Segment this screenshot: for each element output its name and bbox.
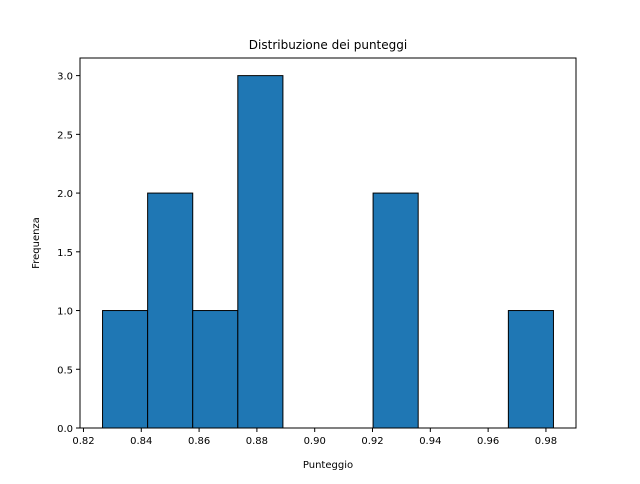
y-tick-label: 2.5 <box>57 130 73 141</box>
plot-frame <box>79 57 577 429</box>
x-tick-label: 0.86 <box>188 436 210 447</box>
y-tick-label: 1.0 <box>57 307 73 318</box>
x-tick-label: 0.96 <box>477 436 499 447</box>
chart-title: Distribuzione dei punteggi <box>249 38 407 52</box>
x-tick-label: 0.90 <box>304 436 326 447</box>
histogram-bar <box>102 310 149 429</box>
x-axis: 0.82 0.84 0.86 0.88 0.90 0.92 0.94 0.96 0.98 <box>72 428 557 447</box>
histogram-bar <box>507 310 554 429</box>
x-tick-label: 0.92 <box>361 436 383 447</box>
histogram-bar <box>192 310 239 429</box>
histogram-bar <box>372 192 419 429</box>
x-axis-label: Punteggio <box>303 460 353 471</box>
x-tick-label: 0.88 <box>246 436 268 447</box>
x-tick-label: 0.94 <box>419 436 441 447</box>
y-axis: 0.0 0.5 1.0 1.5 2.0 2.5 3.0 <box>57 72 80 435</box>
y-tick-label: 0.0 <box>57 424 73 435</box>
y-tick-label: 3.0 <box>57 72 73 83</box>
y-tick-label: 0.5 <box>57 365 73 376</box>
y-tick-label: 1.5 <box>57 248 73 259</box>
bars-group <box>102 75 554 429</box>
y-axis-label: Frequenza <box>31 217 42 269</box>
histogram-bar <box>147 192 194 429</box>
y-tick-label: 2.0 <box>57 189 73 200</box>
histogram-bar <box>237 75 284 429</box>
x-tick-label: 0.98 <box>535 436 557 447</box>
x-tick-label: 0.84 <box>130 436 152 447</box>
x-tick-label: 0.82 <box>72 436 94 447</box>
